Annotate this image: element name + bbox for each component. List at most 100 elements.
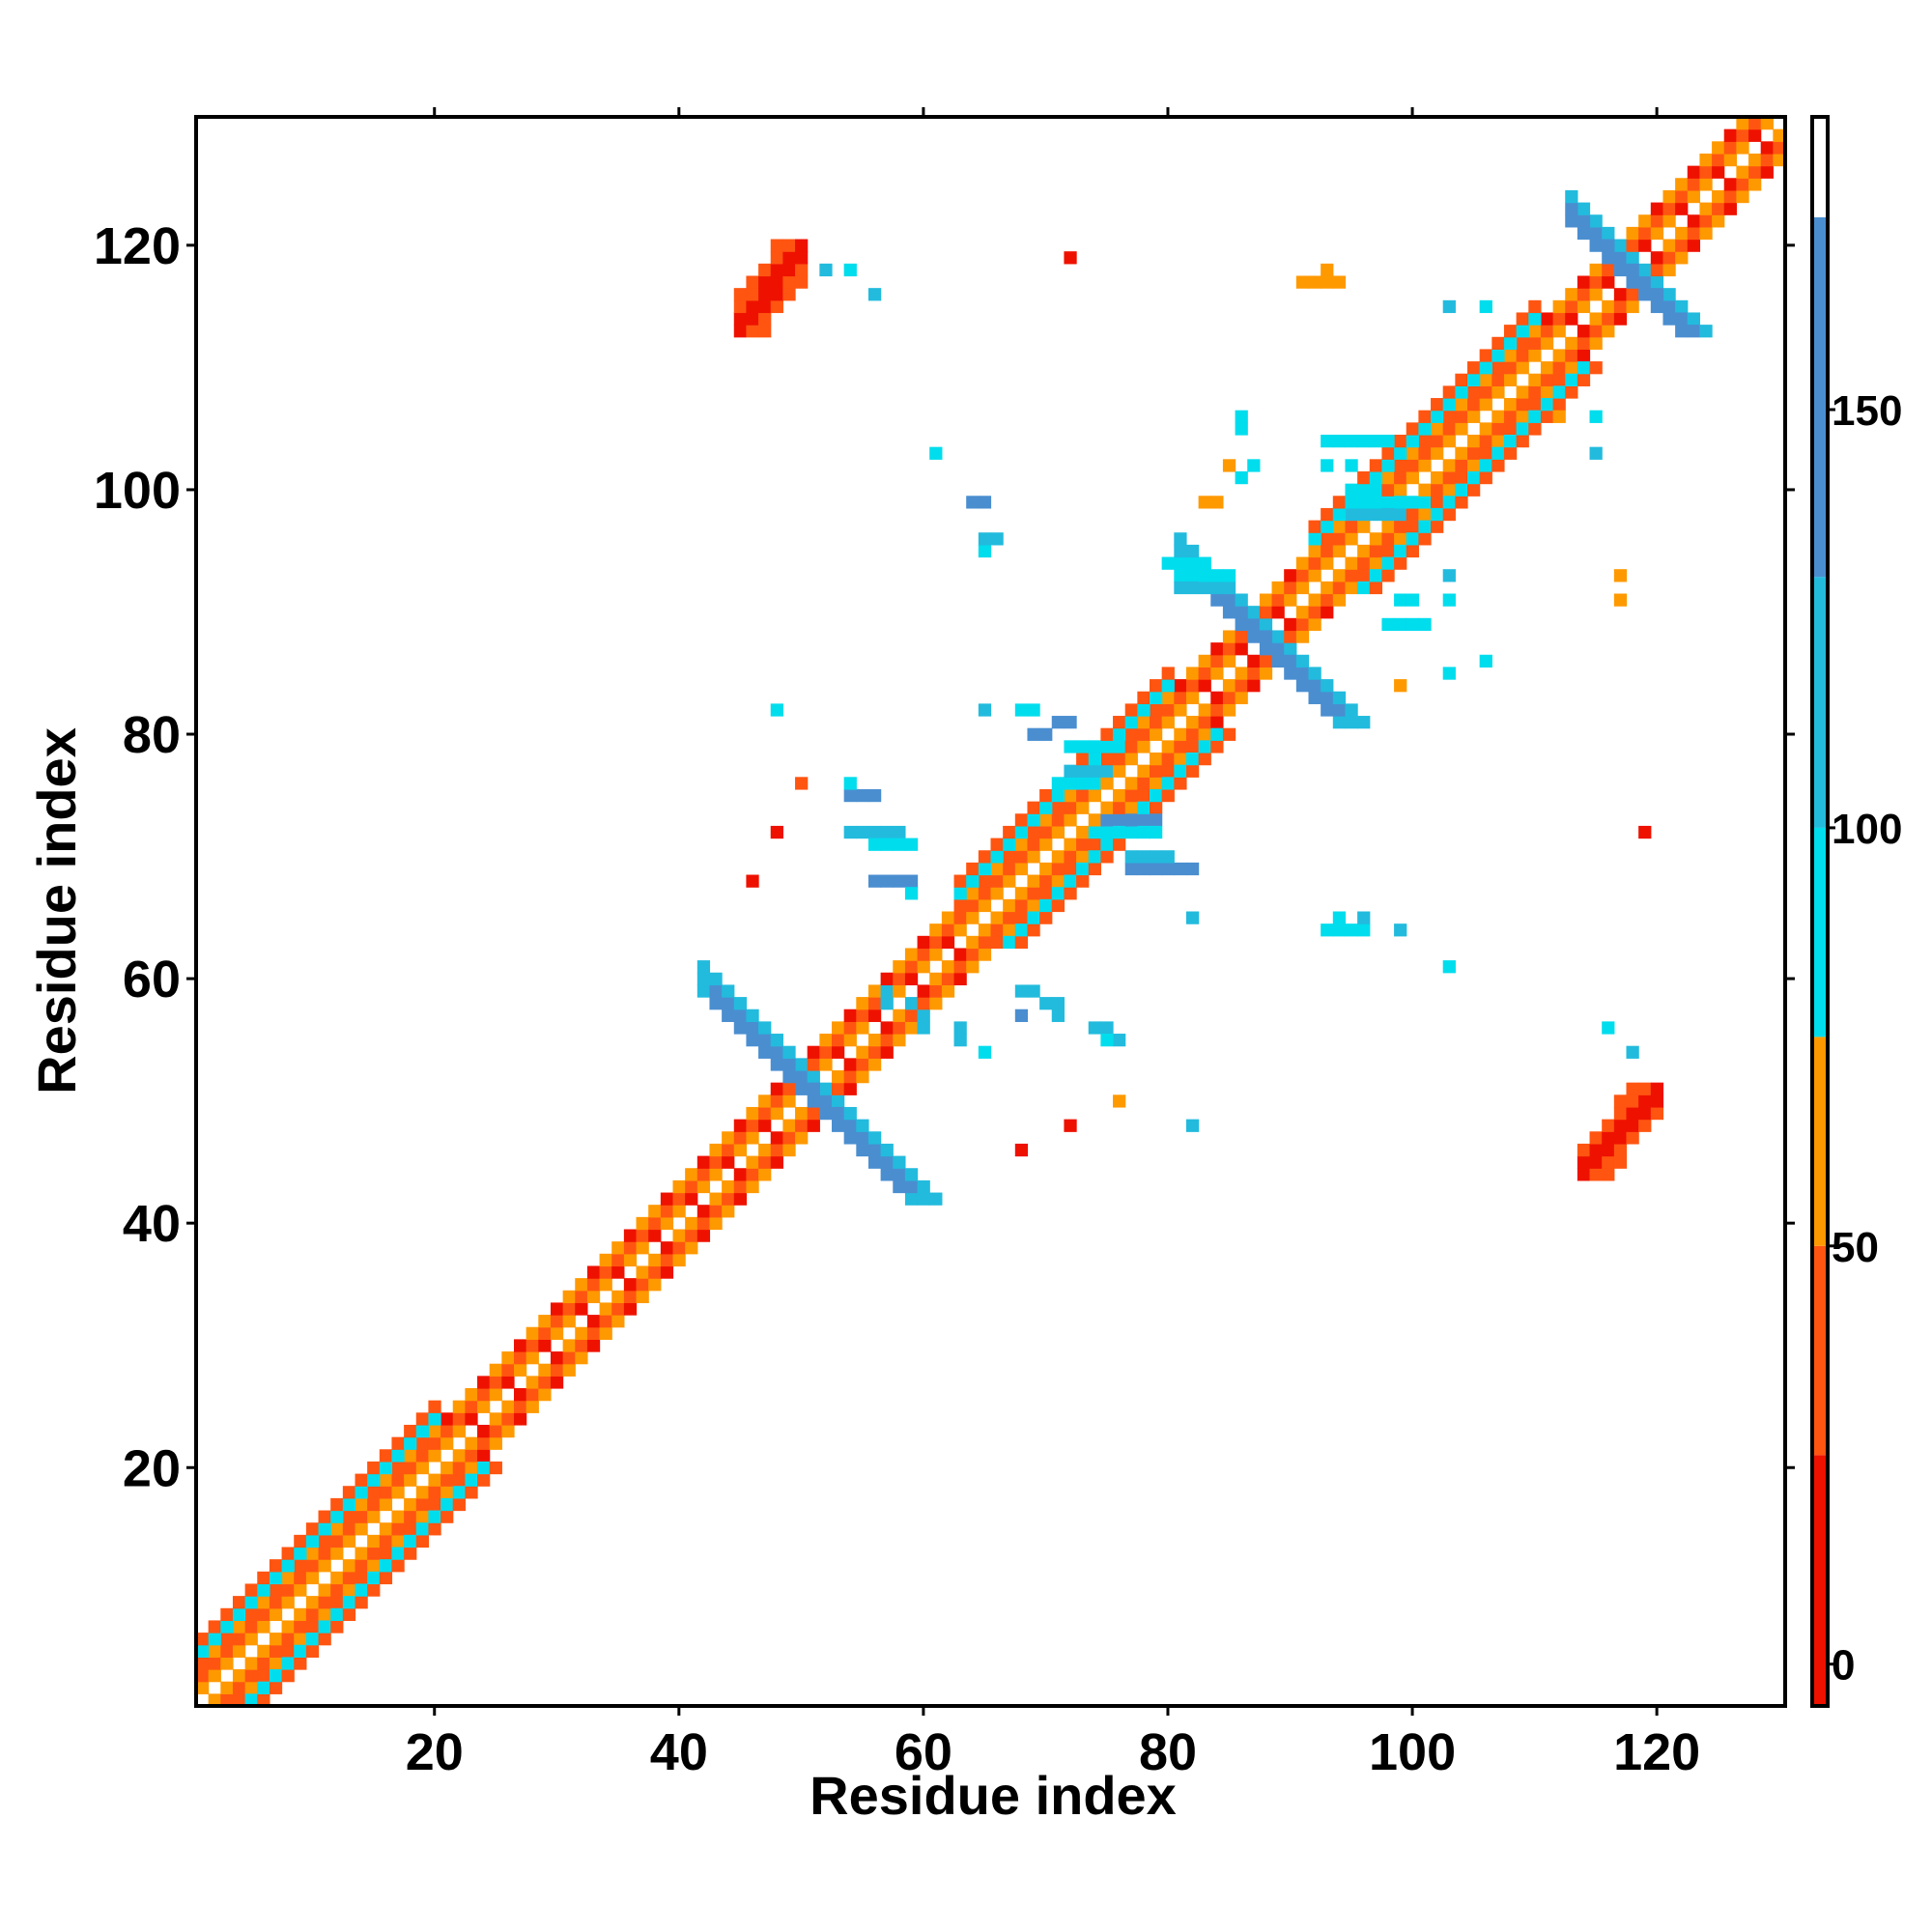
heatmap-cell (1418, 446, 1432, 460)
heatmap-cell (1736, 189, 1749, 204)
heatmap-cell (1113, 788, 1126, 803)
heatmap-cell (440, 1510, 454, 1523)
heatmap-cell (867, 1143, 882, 1157)
heatmap-cell (1051, 1009, 1065, 1022)
heatmap-cell (904, 874, 919, 888)
heatmap-cell (893, 874, 906, 888)
heatmap-cell (1626, 299, 1639, 314)
heatmap-cell (1161, 691, 1175, 704)
heatmap-cell (867, 788, 882, 803)
heatmap-cell (867, 1155, 882, 1169)
heatmap-cell (1088, 777, 1101, 790)
heatmap-cell (1577, 214, 1591, 228)
heatmap-cell (782, 1119, 796, 1132)
heatmap-cell (1455, 385, 1468, 399)
heatmap-cell (953, 972, 967, 986)
heatmap-cell (1626, 275, 1639, 289)
heatmap-cell (832, 1094, 845, 1108)
heatmap-cell (733, 1119, 748, 1132)
heatmap-cell (1699, 178, 1713, 191)
heatmap-cell (220, 1644, 234, 1658)
heatmap-cell (1321, 435, 1334, 448)
heatmap-cell (746, 275, 759, 289)
heatmap-cell (562, 1339, 576, 1352)
heatmap-cell (709, 1216, 723, 1231)
heatmap-cell (355, 1571, 368, 1585)
heatmap-cell (1638, 1106, 1652, 1121)
heatmap-cell (758, 1106, 772, 1121)
heatmap-cell (758, 1119, 772, 1132)
heatmap-cell (1394, 470, 1407, 485)
heatmap-cell (1455, 373, 1468, 386)
heatmap-cell (795, 251, 809, 265)
heatmap-cell (1100, 813, 1114, 827)
heatmap-cell (538, 1363, 552, 1377)
heatmap-cell (1198, 679, 1211, 693)
heatmap-cell (867, 288, 882, 301)
heatmap-cell (257, 1607, 270, 1622)
heatmap-cell (856, 825, 869, 839)
heatmap-cell (1003, 862, 1016, 876)
heatmap-cell (465, 1473, 478, 1487)
heatmap-cell (1100, 825, 1114, 839)
heatmap-cell (1235, 410, 1248, 423)
heatmap-cell (379, 1522, 393, 1536)
heatmap-cell (1332, 703, 1347, 717)
heatmap-cell (404, 1547, 417, 1560)
heatmap-cell (1662, 312, 1676, 326)
heatmap-cell (1492, 349, 1505, 362)
heatmap-cell (1565, 336, 1578, 351)
heatmap-cell (1345, 496, 1358, 509)
heatmap-cell (1210, 703, 1224, 717)
heatmap-cell (342, 1497, 356, 1512)
heatmap-cell (415, 1486, 430, 1499)
heatmap-cell (611, 1265, 625, 1279)
heatmap-cell (1589, 214, 1603, 228)
heatmap-cell (1552, 410, 1566, 423)
heatmap-cell (538, 1388, 552, 1402)
heatmap-cell (880, 972, 894, 986)
heatmap-cell (795, 263, 809, 277)
heatmap-cell (1492, 373, 1505, 386)
heatmap-cell (1662, 214, 1676, 228)
heatmap-cell (1210, 496, 1224, 509)
heatmap-cell (1345, 556, 1358, 570)
heatmap-cell (477, 1449, 491, 1463)
heatmap-cell (1124, 703, 1138, 717)
heatmap-cell (1284, 581, 1297, 595)
heatmap-cell (1394, 532, 1407, 546)
heatmap-cell (1332, 691, 1347, 704)
heatmap-cell (1222, 703, 1236, 717)
heatmap-cell (1650, 202, 1664, 215)
heatmap-cell (1345, 532, 1358, 546)
heatmap-cell (966, 911, 980, 924)
heatmap-cell (1369, 507, 1383, 522)
heatmap-cell (1064, 801, 1077, 814)
heatmap-cell (342, 1583, 356, 1597)
heatmap-cell (782, 1082, 796, 1095)
heatmap-cell (1479, 654, 1492, 668)
heatmap-cell (1161, 862, 1175, 876)
heatmap-cell (880, 1045, 894, 1059)
heatmap-cell (696, 984, 711, 998)
heatmap-cell (1321, 263, 1334, 277)
heatmap-cell (832, 1082, 845, 1095)
heatmap-cell (1222, 679, 1236, 693)
heatmap-cell (1552, 299, 1566, 314)
heatmap-cell (1100, 838, 1114, 851)
heatmap-cell (819, 1045, 833, 1059)
heatmap-cell (1528, 410, 1542, 423)
heatmap-cell (391, 1522, 405, 1536)
heatmap-cell (1113, 838, 1126, 851)
heatmap-cell (893, 960, 906, 974)
heatmap-cell (1357, 581, 1371, 595)
heatmap-cell (1357, 507, 1371, 522)
heatmap-cell (1455, 410, 1468, 423)
heatmap-cell (1492, 336, 1505, 351)
heatmap-cell (1185, 667, 1200, 680)
heatmap-cell (1345, 507, 1358, 522)
heatmap-cell (281, 1669, 295, 1683)
heatmap-cell (1185, 556, 1200, 570)
heatmap-cell (636, 1216, 649, 1231)
heatmap-cell (1589, 325, 1603, 338)
